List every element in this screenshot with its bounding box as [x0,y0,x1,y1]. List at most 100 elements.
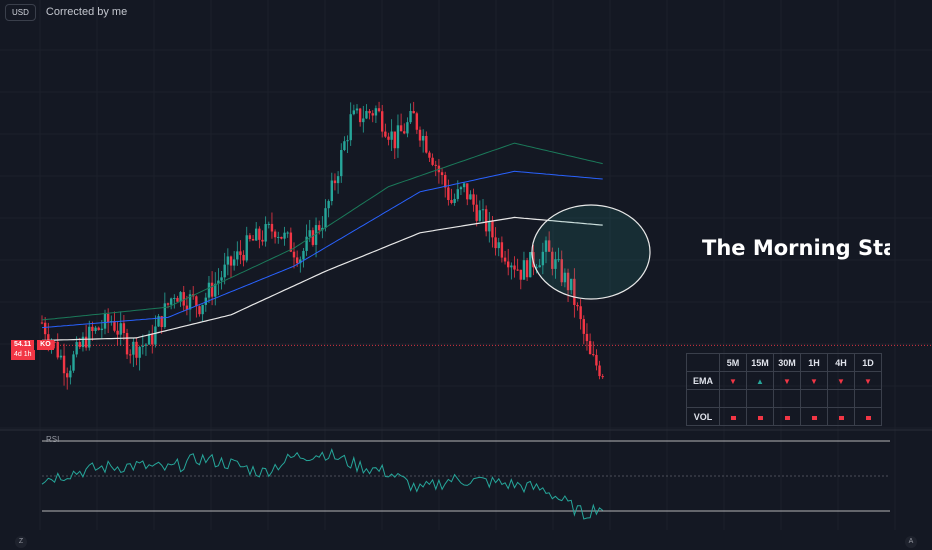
candle-body [280,236,283,239]
candle-body [510,265,513,268]
candle-body [393,131,396,149]
candle-body [513,265,516,270]
candle-body [195,296,198,307]
candle-body [494,237,497,249]
indicator-table: 5M 15M 30M 1H 4H 1D EMA ▼ ▲ ▼ ▼ ▼ ▼ VOL [686,353,882,426]
candle-body [182,292,185,306]
candle-body [362,118,365,123]
indicator-row: VOL [686,407,882,426]
candle-body [497,242,500,249]
candle-body [529,252,532,278]
candle-body [560,259,563,283]
rsi-label: RSI [46,435,60,444]
candle-body [185,305,189,310]
candle-body [541,251,545,266]
currency-selector[interactable]: USD [5,3,36,21]
candle-body [381,111,384,132]
candle-body [573,278,576,305]
chart-grid [0,0,932,530]
candle-body [532,252,535,268]
candle-body [198,306,201,315]
candle-body [368,111,371,114]
candle-body [387,136,390,140]
ticker-badge: KO [37,340,54,351]
candle-body [406,122,409,134]
candle-body [261,239,264,242]
candle-body [431,157,434,165]
candle-body [544,240,548,252]
candle-body [330,180,333,202]
candle-body [81,336,85,348]
candle-body [535,267,538,269]
candle-body [188,294,192,310]
volume-mark-icon [773,407,801,426]
candle-body [242,254,245,261]
candle-body [236,251,239,260]
candlestick-series [40,101,604,390]
corner-cell [686,353,720,372]
candle-body [507,261,510,268]
candle-body [248,235,252,239]
candle-body [340,150,343,177]
candle-body [371,113,374,116]
volume-mark-icon [746,407,774,426]
candle-body [267,223,270,225]
candle-body [270,223,274,232]
candle-body [566,272,570,291]
candle-body [409,110,412,123]
candle-body [421,135,425,141]
candle-body [557,259,560,261]
candle-body [88,326,91,348]
highlight-circle [531,204,651,300]
candle-body [314,225,318,245]
timeframe-header: 1D [854,353,882,372]
candle-body [223,264,226,278]
candle-body [258,228,261,240]
candle-body [144,344,148,346]
candle-body [554,259,557,269]
timeframe-header: 4H [827,353,855,372]
candle-body [176,297,179,302]
candle-body [595,354,598,366]
candle-body [116,330,119,335]
candle-body [286,232,289,234]
trend-down-icon: ▼ [827,371,855,390]
candle-body [585,333,589,342]
candle-body [349,114,352,141]
rsi-levels [42,440,890,512]
candle-body [377,108,381,112]
candle-body [273,231,277,238]
candle-body [113,321,116,331]
candle-body [119,323,122,335]
candle-body [245,235,248,261]
candle-body [450,200,453,203]
candle-body [59,355,63,358]
candle-body [374,108,378,116]
candle-body [299,259,302,264]
candle-body [525,260,529,278]
corrected-by-text: Corrected by me [45,6,128,18]
candle-body [255,228,258,241]
empty-cell [773,389,801,408]
trend-down-icon: ▼ [800,371,828,390]
zoom-button[interactable]: Z [15,536,27,548]
auto-scale-button[interactable]: A [905,536,917,548]
candle-body [84,336,88,348]
bar-countdown: 4d 1h [11,350,35,361]
ema-mid-line [41,142,603,321]
indicator-row-label: VOL [686,407,720,426]
candle-body [204,297,207,305]
empty-cell [719,389,747,408]
candle-body [412,110,415,114]
candle-body [399,125,403,132]
candle-body [138,346,141,358]
trend-up-icon: ▲ [746,371,774,390]
candle-body [324,208,327,228]
candle-body [100,328,104,331]
candle-body [582,319,585,334]
candle-body [503,257,507,262]
indicator-row-label [686,389,720,408]
candle-body [462,183,466,188]
top-bar: USD Corrected by me [5,3,127,21]
candle-body [135,341,138,358]
